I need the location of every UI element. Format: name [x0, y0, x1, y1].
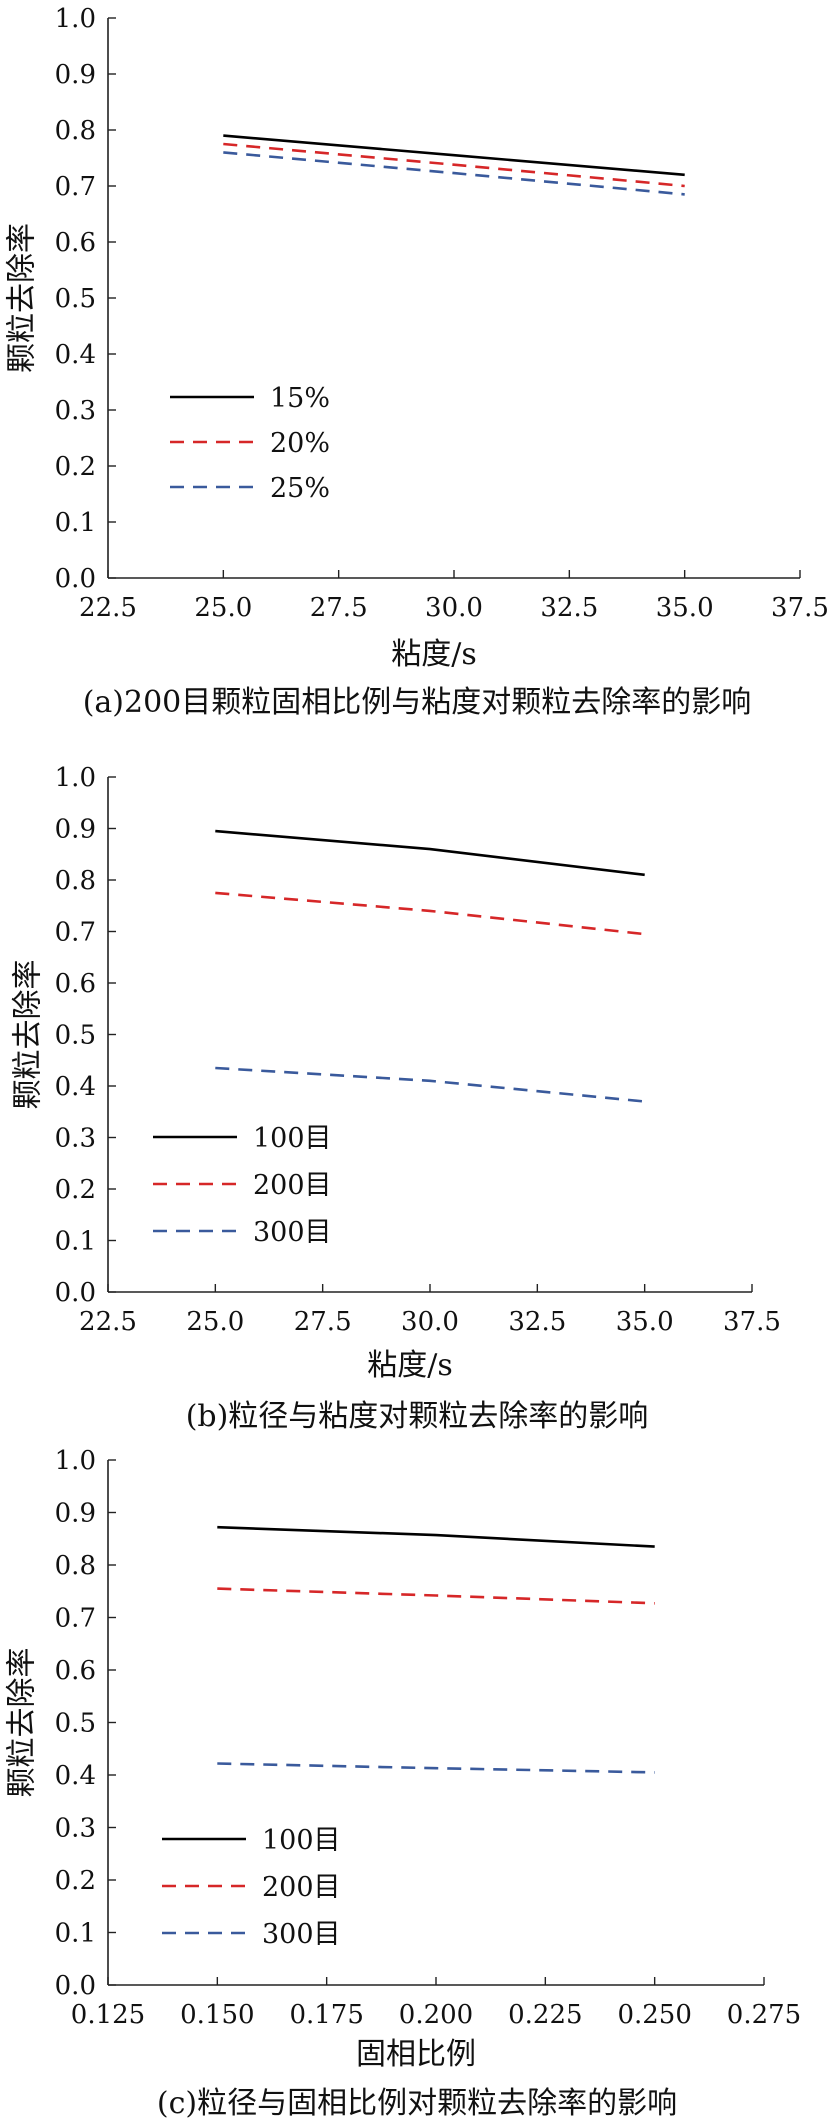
x-tick-label: 37.5 — [771, 593, 829, 623]
series-line-2 — [223, 142, 685, 188]
y-tick-label: 0.6 — [55, 228, 96, 258]
x-tick-label: 0.125 — [71, 2000, 145, 2030]
y-axis-label: 颗粒去除率 — [5, 223, 40, 373]
x-tick-label: 30.0 — [401, 1307, 459, 1337]
x-tick-label: 0.200 — [399, 2000, 473, 2030]
legend-label-2: 20% — [270, 428, 330, 459]
x-tick-label: 35.0 — [656, 593, 714, 623]
legend-label-3: 300目 — [253, 1217, 332, 1248]
x-axis-label: 固相比例 — [356, 2037, 476, 2072]
legend-label-3: 300目 — [262, 1919, 341, 1950]
y-tick-label: 0.8 — [55, 866, 96, 896]
legend-label-3: 25% — [270, 473, 330, 504]
y-tick-label: 0.1 — [55, 508, 96, 538]
chart-panel-2: 0.0 0.1 0.2 0.3 0.4 0.5 0.6 0.7 0.8 0.9 1.0 22.5 25.… — [11, 763, 781, 1434]
x-axis-label: 粘度/s — [367, 1348, 453, 1383]
y-tick-label: 0.8 — [55, 116, 96, 146]
x-tick-label: 25.0 — [194, 593, 252, 623]
y-axis-label: 颗粒去除率 — [5, 1648, 40, 1798]
series-line-1 — [215, 829, 645, 877]
y-tick-label: 0.9 — [55, 60, 96, 90]
x-tick-label: 30.0 — [425, 593, 483, 623]
series-line-3 — [217, 1762, 655, 1774]
series-line-1 — [217, 1525, 655, 1548]
series-line-2 — [215, 891, 645, 936]
y-tick-label: 1.0 — [55, 763, 96, 793]
y-tick-label: 0.2 — [55, 452, 96, 482]
legend-label-1: 100目 — [262, 1825, 341, 1856]
legend-label-1: 15% — [270, 383, 330, 414]
y-tick-label: 0.5 — [55, 284, 96, 314]
x-tick-label: 32.5 — [540, 593, 598, 623]
x-tick-label: 0.275 — [727, 2000, 801, 2030]
y-tick-label: 0.1 — [55, 1919, 96, 1949]
y-tick-label: 0.0 — [55, 1971, 96, 2001]
series-line-3 — [223, 151, 685, 196]
y-tick-label: 0.7 — [55, 1604, 96, 1634]
y-tick-label: 0.4 — [55, 1761, 96, 1791]
x-tick-label: 35.0 — [616, 1307, 674, 1337]
x-tick-label: 25.0 — [186, 1307, 244, 1337]
legend-label-2: 200目 — [262, 1872, 341, 1903]
x-tick-label: 37.5 — [723, 1307, 781, 1337]
y-tick-label: 0.8 — [55, 1551, 96, 1581]
x-tick-label: 32.5 — [508, 1307, 566, 1337]
x-tick-label: 22.5 — [79, 1307, 137, 1337]
y-tick-label: 0.1 — [55, 1227, 96, 1257]
y-tick-label: 0.4 — [55, 1072, 96, 1102]
y-tick-label: 0.3 — [55, 1124, 96, 1154]
y-tick-label: 0.2 — [55, 1866, 96, 1896]
y-tick-label: 0.2 — [55, 1175, 96, 1205]
y-tick-label: 0.3 — [55, 396, 96, 426]
chart-panel-1: 0.0 0.1 0.2 0.3 0.4 0.5 0.6 0.7 0.8 0.9 1.0 22.5 25.… — [5, 4, 829, 720]
y-tick-label: 0.6 — [55, 1656, 96, 1686]
y-tick-label: 0.7 — [55, 172, 96, 202]
x-axis-label: 粘度/s — [391, 637, 477, 672]
x-tick-label: 0.250 — [617, 2000, 691, 2030]
y-tick-label: 0.6 — [55, 969, 96, 999]
x-tick-label: 27.5 — [310, 593, 368, 623]
y-tick-label: 0.0 — [55, 1278, 96, 1308]
y-tick-label: 0.9 — [55, 815, 96, 845]
y-tick-label: 0.5 — [55, 1709, 96, 1739]
y-tick-label: 0.0 — [55, 564, 96, 594]
y-tick-label: 1.0 — [55, 1446, 96, 1476]
y-tick-label: 1.0 — [55, 4, 96, 34]
y-axis-label: 颗粒去除率 — [11, 960, 46, 1110]
y-tick-label: 0.3 — [55, 1814, 96, 1844]
series-line-3 — [215, 1066, 645, 1103]
series-line-2 — [217, 1587, 655, 1605]
y-tick-label: 0.5 — [55, 1021, 96, 1051]
y-tick-label: 0.7 — [55, 918, 96, 948]
x-tick-label: 22.5 — [79, 593, 137, 623]
x-tick-label: 0.225 — [508, 2000, 582, 2030]
figure-caption: (a)200目颗粒固相比例与粘度对颗粒去除率的影响 — [83, 685, 752, 720]
x-tick-label: 0.175 — [289, 2000, 363, 2030]
series-line-1 — [223, 134, 685, 177]
y-tick-label: 0.4 — [55, 340, 96, 370]
chart-panel-3: 0.0 0.1 0.2 0.3 0.4 0.5 0.6 0.7 0.8 0.9 1.0 0.125 0.… — [5, 1446, 802, 2121]
figure-caption: (b)粒径与粘度对颗粒去除率的影响 — [186, 1399, 649, 1434]
legend-label-1: 100目 — [253, 1123, 332, 1154]
x-tick-label: 27.5 — [294, 1307, 352, 1337]
figure-caption: (c)粒径与固相比例对颗粒去除率的影响 — [157, 2086, 677, 2121]
legend-label-2: 200目 — [253, 1170, 332, 1201]
y-tick-label: 0.9 — [55, 1499, 96, 1529]
x-tick-label: 0.150 — [180, 2000, 254, 2030]
